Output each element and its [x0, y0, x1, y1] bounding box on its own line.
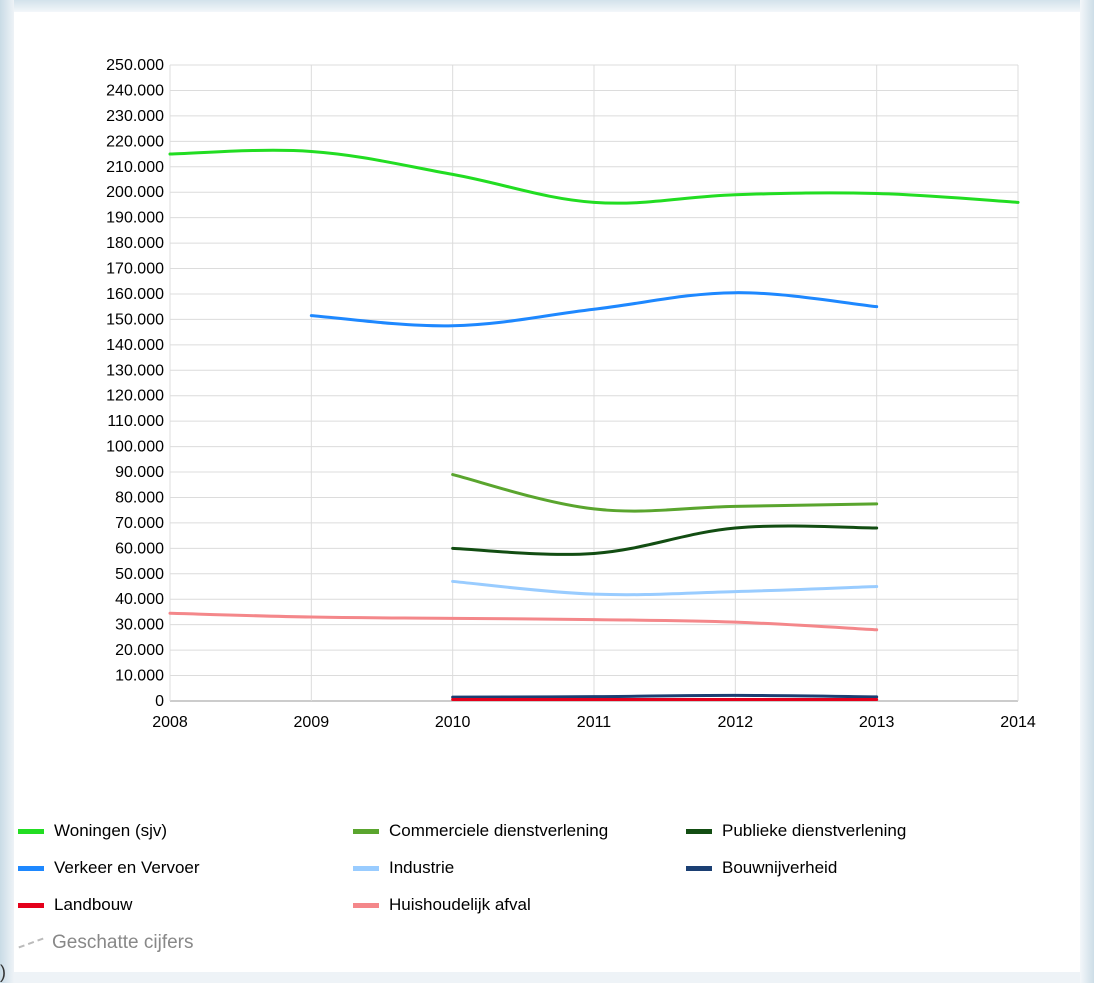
- y-tick-label: 170.000: [106, 261, 164, 278]
- y-tick-label: 210.000: [106, 159, 164, 176]
- y-tick-label: 140.000: [106, 337, 164, 354]
- series-line-industrie[interactable]: [451, 579, 879, 597]
- y-axis-ticks: 0 10.000 20.000 30.000 40.000 50.000 60.000 70.…: [106, 57, 164, 710]
- legend-label: Landbouw: [54, 895, 133, 914]
- legend-item-bouwnijverheid[interactable]: Bouwnijverheid: [686, 855, 837, 881]
- y-tick-label: 230.000: [106, 108, 164, 125]
- chart-grid: [169, 64, 1019, 702]
- x-tick-label: 2008: [152, 714, 188, 731]
- legend-item-landbouw[interactable]: Landbouw: [18, 892, 132, 918]
- y-tick-label: 180.000: [106, 235, 164, 252]
- chart-legend: Woningen (sjv) Commerciele dienstverleni…: [18, 818, 1078, 968]
- y-tick-label: 250.000: [106, 57, 164, 74]
- y-tick-label: 110.000: [107, 413, 164, 430]
- y-tick-label: 30.000: [115, 617, 164, 634]
- legend-label: Verkeer en Vervoer: [54, 858, 200, 877]
- x-tick-label: 2011: [577, 714, 612, 731]
- legend-swatch: [18, 902, 44, 908]
- series-line-verkeer-en-vervoer[interactable]: [309, 291, 879, 328]
- legend-item-verkeer[interactable]: Verkeer en Vervoer: [18, 855, 200, 881]
- y-tick-label: 100.000: [106, 439, 164, 456]
- legend-label: Industrie: [389, 858, 455, 877]
- y-tick-label: 160.000: [106, 286, 164, 303]
- legend-swatch: [18, 865, 44, 871]
- y-tick-label: 20.000: [115, 642, 164, 659]
- legend-swatch: [686, 865, 712, 871]
- legend-swatch: [353, 902, 379, 908]
- y-tick-label: 10.000: [115, 668, 164, 685]
- legend-label: Commerciele dienstverlening: [389, 821, 609, 840]
- x-tick-label: 2009: [294, 714, 330, 731]
- background-right-edge: [1080, 0, 1094, 983]
- series-line-woningen-sjv[interactable]: [168, 148, 1020, 205]
- legend-item-estimated[interactable]: Geschatte cijfers: [18, 930, 194, 956]
- legend-item-huishoudelijk-afval[interactable]: Huishoudelijk afval: [353, 892, 531, 918]
- y-tick-label: 220.000: [106, 133, 164, 150]
- y-tick-label: 120.000: [106, 388, 164, 405]
- legend-swatch: [353, 865, 379, 871]
- y-tick-label: 90.000: [115, 464, 164, 481]
- legend-swatch: [353, 828, 379, 834]
- series-line-publieke-dienstverlening[interactable]: [451, 524, 879, 556]
- series-line-commerciele-dienstverlening[interactable]: [451, 473, 879, 513]
- series-line-bouwnijverheid[interactable]: [451, 693, 879, 699]
- background-top-edge: [0, 0, 1094, 12]
- legend-swatch: [686, 828, 712, 834]
- x-tick-label: 2010: [435, 714, 471, 731]
- x-tick-label: 2014: [1000, 714, 1036, 731]
- stray-glyph: ): [0, 962, 6, 982]
- y-tick-label: 240.000: [106, 82, 164, 99]
- y-tick-label: 70.000: [115, 515, 164, 532]
- x-tick-label: 2013: [859, 714, 895, 731]
- y-tick-label: 150.000: [106, 311, 164, 328]
- chart-panel: [14, 12, 1080, 972]
- x-axis-ticks: 2008 2009 2010 2011 2012 2013 2014: [152, 714, 1036, 731]
- legend-item-commerciele[interactable]: Commerciele dienstverlening: [353, 818, 608, 844]
- y-tick-label: 190.000: [106, 210, 164, 227]
- y-tick-label: 40.000: [115, 591, 164, 608]
- y-tick-label: 130.000: [106, 362, 164, 379]
- background-left-edge: [0, 0, 14, 983]
- series-line-huishoudelijk-afval[interactable]: [168, 611, 879, 632]
- dashed-line-icon: [18, 937, 44, 949]
- legend-item-industrie[interactable]: Industrie: [353, 855, 454, 881]
- legend-label-estimated: Geschatte cijfers: [52, 932, 194, 953]
- legend-label: Huishoudelijk afval: [389, 895, 531, 914]
- legend-label: Bouwnijverheid: [722, 858, 838, 877]
- legend-item-woningen[interactable]: Woningen (sjv): [18, 818, 167, 844]
- x-tick-label: 2012: [718, 714, 754, 731]
- y-tick-label: 200.000: [106, 184, 164, 201]
- legend-label: Publieke dienstverlening: [722, 821, 907, 840]
- legend-swatch: [18, 828, 44, 834]
- legend-item-publieke[interactable]: Publieke dienstverlening: [686, 818, 906, 844]
- y-tick-label: 60.000: [115, 540, 164, 557]
- chart-series: [168, 148, 1020, 701]
- y-tick-label: 50.000: [115, 566, 164, 583]
- y-tick-label: 80.000: [115, 489, 164, 506]
- legend-label: Woningen (sjv): [54, 821, 168, 840]
- y-tick-label: 0: [155, 693, 164, 710]
